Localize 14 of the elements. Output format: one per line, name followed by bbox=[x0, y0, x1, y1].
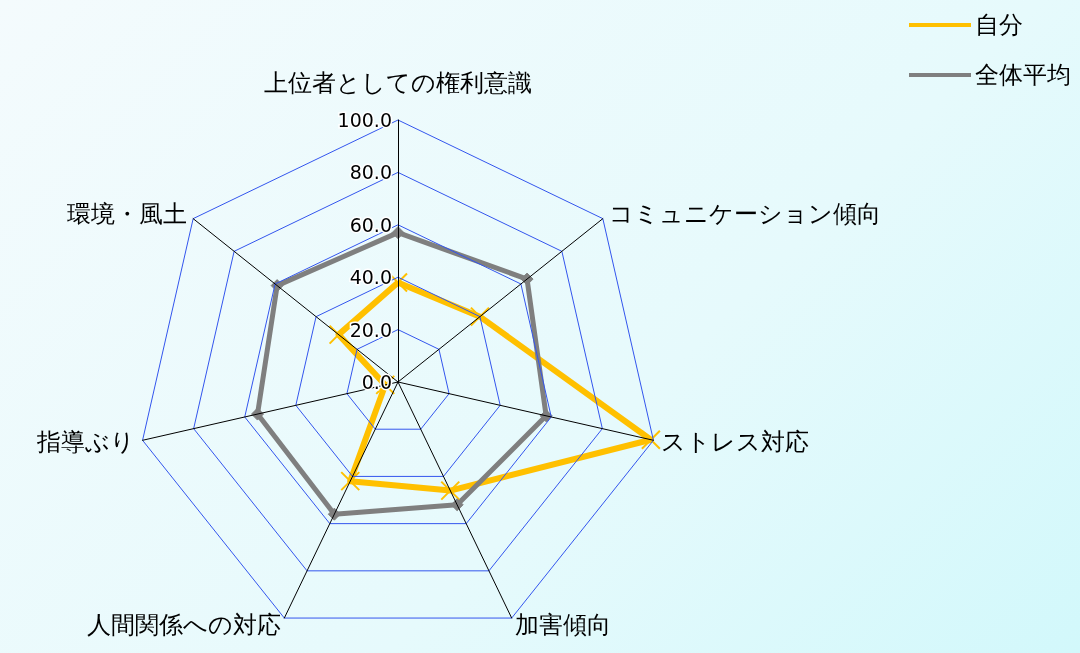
legend-label: 全体平均 bbox=[975, 61, 1071, 89]
legend-label: 自分 bbox=[975, 11, 1023, 39]
spoke-label: 指導ぶり bbox=[35, 428, 135, 457]
spoke-label: 加害傾向 bbox=[515, 611, 612, 640]
y-tick-label: 20.0 bbox=[349, 318, 392, 341]
y-tick-label: 100.0 bbox=[337, 109, 392, 131]
spoke-label: 環境・風土 bbox=[66, 199, 187, 228]
spoke-label: コミュニケーション傾向 bbox=[609, 199, 882, 228]
spoke-label: 人間関係への対応 bbox=[86, 611, 281, 640]
spoke-label: ストレス対応 bbox=[661, 428, 810, 457]
spoke-label: 上位者としての権利意識 bbox=[264, 69, 532, 98]
y-tick-label: 40.0 bbox=[349, 266, 392, 289]
y-tick-label: 80.0 bbox=[349, 161, 392, 184]
y-tick-label: 60.0 bbox=[349, 213, 392, 236]
